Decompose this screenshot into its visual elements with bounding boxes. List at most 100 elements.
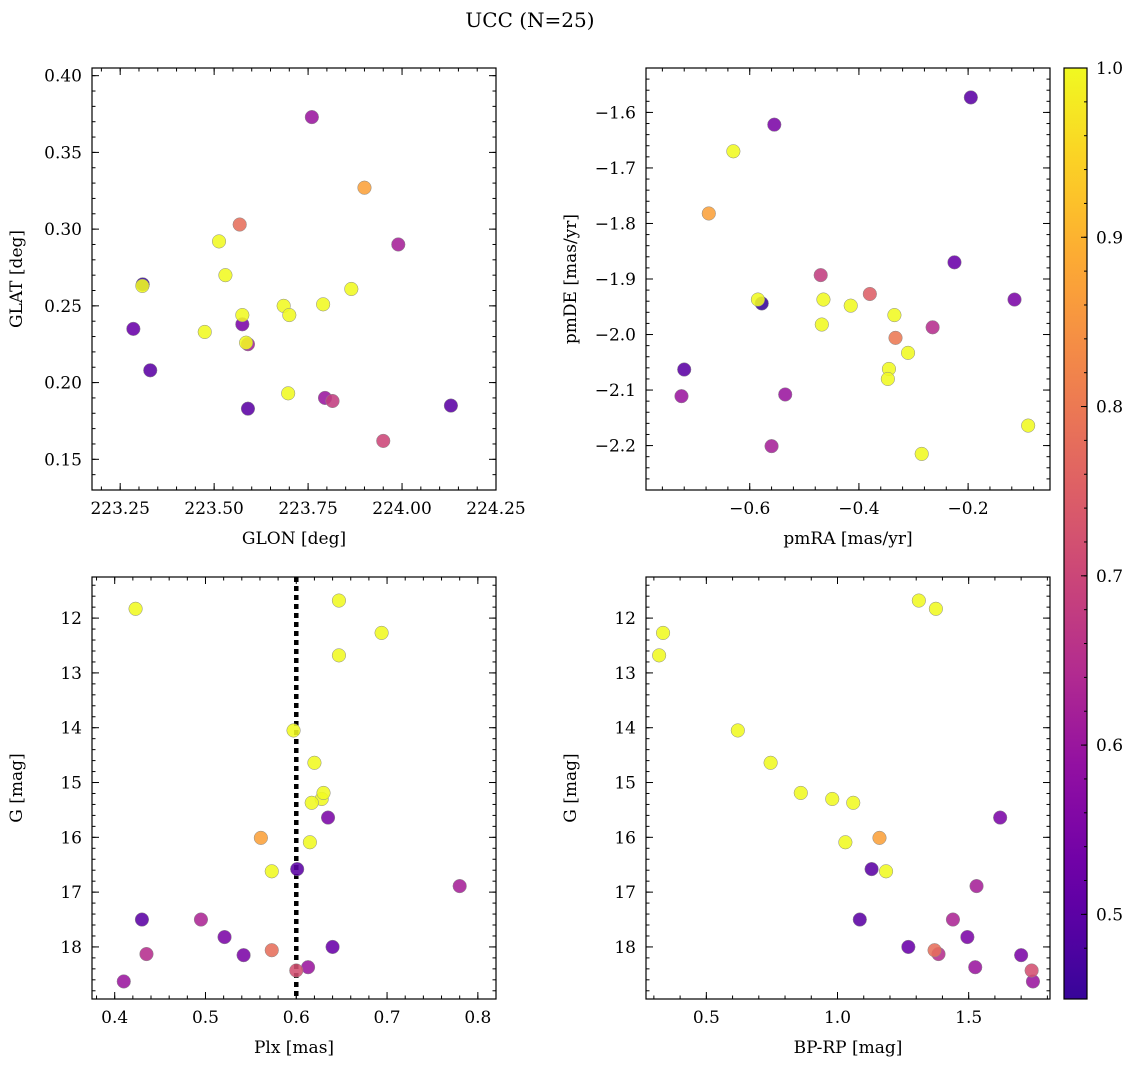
data-point — [264, 864, 279, 879]
y-axis-label: G [mag] — [7, 753, 27, 822]
y-tick-label: −2.1 — [595, 381, 636, 401]
colorbar-tick-label: 0.9 — [1096, 228, 1123, 248]
y-tick-label: −2.0 — [595, 326, 636, 346]
x-tick-label: 223.50 — [184, 499, 243, 519]
data-point — [211, 234, 227, 249]
data-point — [325, 393, 340, 409]
x-axis-label: Plx [mas] — [254, 1038, 334, 1058]
data-point — [901, 345, 916, 360]
x-tick-label: 1.5 — [955, 1008, 982, 1028]
y-tick-label: 0.35 — [44, 143, 82, 163]
y-tick-label: 12 — [614, 609, 636, 629]
y-tick-label: 0.40 — [44, 67, 82, 87]
y-axis-label: pmDE [mas/yr] — [561, 214, 581, 344]
x-tick-label: 223.25 — [90, 499, 149, 519]
ticks — [92, 68, 497, 490]
colorbar-frame — [1063, 67, 1088, 1000]
data-point — [135, 278, 150, 293]
colorbar-tick-label: 0.5 — [1096, 905, 1123, 925]
y-tick-label: 14 — [614, 719, 636, 739]
data-point — [763, 755, 778, 770]
ticks — [646, 68, 1050, 490]
y-axis-label: GLAT [deg] — [7, 230, 27, 328]
x-tick-label: −0.6 — [729, 499, 770, 519]
data-point — [286, 723, 301, 738]
panel-glon-glat: 223.25 223.50 223.75 224.00 224.25 0.15 0.20 0.… — [7, 67, 526, 549]
data-point — [947, 255, 962, 270]
y-tick-label: 12 — [60, 609, 82, 629]
x-axis-label: pmRA [mas/yr] — [783, 529, 912, 549]
data-point — [846, 795, 861, 810]
data-point — [925, 320, 940, 335]
y-tick-label: 15 — [614, 774, 636, 794]
data-point — [217, 930, 232, 945]
data-point — [927, 943, 942, 958]
data-point — [302, 835, 317, 850]
data-point — [304, 795, 319, 810]
data-point — [331, 593, 346, 608]
y-tick-label: 18 — [60, 938, 82, 958]
colorbar: 0.5 0.6 0.7 0.8 0.9 1.0 — [1063, 59, 1123, 1000]
ticks — [646, 577, 1050, 999]
data-point — [452, 879, 467, 894]
data-point — [1021, 418, 1036, 433]
data-point — [218, 268, 233, 283]
y-tick-label: −1.7 — [595, 159, 636, 179]
data-point — [730, 723, 745, 738]
data-point — [236, 948, 251, 963]
data-point — [887, 308, 902, 323]
data-point — [793, 785, 808, 800]
panel-plx-g: 0.4 0.5 0.6 0.7 0.8 12 13 14 15 16 17 18 Plx [mas] G … — [7, 576, 497, 1058]
points — [116, 593, 467, 989]
data-point — [197, 324, 212, 339]
x-tick-label: 224.25 — [466, 499, 525, 519]
data-point — [139, 947, 154, 962]
data-point — [325, 939, 340, 954]
y-tick-label: 0.15 — [44, 450, 82, 470]
x-axis-label: GLON [deg] — [242, 529, 346, 549]
data-point — [901, 939, 916, 954]
data-point — [677, 362, 692, 377]
y-tick-label: 15 — [60, 774, 82, 794]
y-tick-label: 18 — [614, 938, 636, 958]
data-point — [290, 862, 305, 877]
x-tick-label: 0.6 — [283, 1008, 310, 1028]
data-point — [391, 237, 406, 252]
data-point — [816, 292, 831, 307]
y-tick-label: 13 — [60, 664, 82, 684]
y-tick-label: 16 — [60, 828, 82, 848]
data-point — [872, 830, 887, 845]
data-point — [968, 960, 983, 975]
data-point — [813, 268, 828, 283]
axes-frame — [91, 67, 497, 491]
data-point — [778, 387, 793, 402]
x-tick-label: 223.75 — [278, 499, 337, 519]
colorbar-tick-label: 0.6 — [1096, 736, 1123, 756]
points — [674, 90, 1036, 461]
data-point — [656, 625, 671, 640]
data-point — [126, 321, 141, 336]
data-point — [767, 117, 782, 132]
data-point — [344, 281, 359, 297]
axes-frame — [645, 576, 1051, 1000]
data-point — [357, 180, 372, 195]
data-point — [864, 862, 879, 877]
figure-title: UCC (N=25) — [465, 8, 594, 32]
panel-pmra-pmde: −0.6 −0.4 −0.2 −2.2 −2.1 −2.0 −1.9 −1.8 −1.7 −1.6… — [561, 67, 1051, 549]
points — [652, 593, 1040, 989]
y-tick-label: −2.2 — [595, 437, 636, 457]
y-tick-label: −1.8 — [595, 214, 636, 234]
data-point — [307, 755, 322, 770]
data-point — [878, 864, 894, 879]
data-point — [969, 879, 984, 894]
data-point — [945, 912, 960, 927]
colorbar-gradient — [1064, 68, 1087, 999]
data-point — [726, 144, 741, 159]
y-tick-label: 13 — [614, 664, 636, 684]
data-point — [852, 912, 867, 927]
colorbar-tick-label: 0.7 — [1096, 567, 1123, 587]
x-tick-label: 224.00 — [372, 499, 431, 519]
data-point — [843, 298, 858, 313]
data-point — [674, 389, 689, 404]
